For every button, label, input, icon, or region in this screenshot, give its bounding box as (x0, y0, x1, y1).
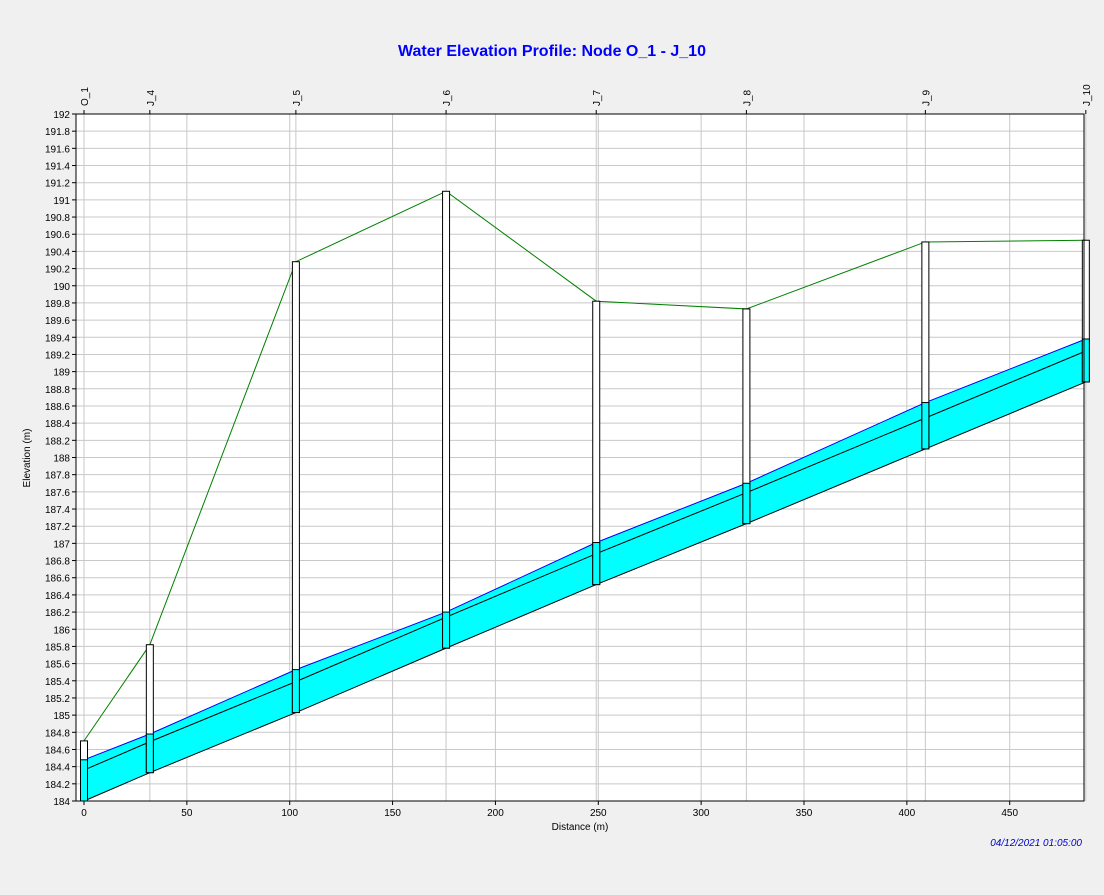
node-shaft (442, 190, 451, 649)
y-tick-label: 188 (53, 454, 70, 465)
y-tick-label: 186.8 (45, 557, 70, 568)
y-tick-label: 185.2 (45, 694, 70, 705)
y-tick-label: 190.8 (45, 213, 70, 224)
y-tick-label: 187.6 (45, 488, 70, 499)
y-tick-label: 186 (53, 625, 70, 636)
y-tick-label: 190.6 (45, 230, 70, 241)
axes-layer: 184 184.2 184.4 184.6 184.8 185 185.2 185.4 185.… (45, 84, 1093, 819)
y-tick-label: 191 (53, 196, 70, 207)
node-label: J_6 (442, 89, 453, 106)
y-tick-label: 189.6 (45, 316, 70, 327)
chart-title: Water Elevation Profile: Node O_1 - J_10 (398, 43, 706, 60)
x-tick-label: 450 (1001, 808, 1018, 819)
node-layer (80, 190, 1090, 802)
conduit-layer (83, 350, 1087, 802)
node-label: J_4 (146, 89, 157, 106)
y-tick-label: 185 (53, 711, 70, 722)
y-tick-label: 191.8 (45, 127, 70, 138)
y-tick-label: 184.2 (45, 780, 70, 791)
water-layer (83, 338, 1087, 801)
y-tick-label: 191.6 (45, 144, 70, 155)
y-tick-label: 185.4 (45, 677, 70, 688)
node-label: J_8 (742, 89, 753, 106)
node-water-fill (921, 402, 930, 450)
y-tick-label: 192 (53, 110, 70, 121)
x-tick-label: 100 (281, 808, 298, 819)
y-tick-label: 184.8 (45, 728, 70, 739)
y-tick-label: 189.4 (45, 333, 70, 344)
y-tick-label: 187 (53, 539, 70, 550)
y-tick-label: 186.4 (45, 591, 70, 602)
node-water-fill (742, 482, 751, 525)
y-tick-label: 189.2 (45, 350, 70, 361)
x-tick-label: 400 (899, 808, 916, 819)
x-tick-label: 250 (590, 808, 607, 819)
node-label: J_7 (592, 89, 603, 106)
y-tick-label: 185.6 (45, 660, 70, 671)
node-water-fill (145, 733, 154, 774)
water-surface-line (83, 338, 1087, 761)
y-tick-label: 188.8 (45, 385, 70, 396)
y-tick-label: 190.2 (45, 265, 70, 276)
y-tick-label: 184.4 (45, 763, 70, 774)
y-tick-label: 188.4 (45, 419, 70, 430)
y-tick-label: 186.2 (45, 608, 70, 619)
x-tick-label: 200 (487, 808, 504, 819)
node-label: O_1 (80, 87, 91, 106)
x-tick-label: 350 (796, 808, 813, 819)
x-tick-label: 300 (693, 808, 710, 819)
conduit-top-line (83, 350, 1087, 771)
conduit-bottom-line (83, 381, 1087, 802)
y-tick-label: 187.8 (45, 471, 70, 482)
y-tick-label: 187.2 (45, 522, 70, 533)
timestamp: 04/12/2021 01:05:00 (990, 838, 1082, 849)
y-tick-label: 188.2 (45, 436, 70, 447)
plot-border (75, 113, 1085, 802)
node-water-fill (592, 542, 601, 586)
grid-layer (76, 113, 1087, 802)
node-water-fill (1081, 338, 1090, 383)
y-tick-label: 190.4 (45, 247, 70, 258)
y-tick-label: 188.6 (45, 402, 70, 413)
y-axis-label: Elevation (m) (22, 429, 33, 488)
x-tick-label: 150 (384, 808, 401, 819)
node-label: J_9 (921, 89, 932, 106)
y-tick-label: 184 (53, 797, 70, 808)
ground-surface-line (83, 190, 1086, 742)
y-tick-label: 190 (53, 282, 70, 293)
node-water-fill (442, 611, 451, 649)
y-tick-label: 184.6 (45, 745, 70, 756)
y-tick-label: 189.8 (45, 299, 70, 310)
y-tick-label: 186.6 (45, 574, 70, 585)
x-tick-label: 50 (181, 808, 193, 819)
node-label: J_5 (292, 89, 303, 106)
node-shaft (291, 261, 300, 714)
ground-layer (83, 190, 1086, 742)
x-axis-label: Distance (m) (552, 822, 609, 833)
node-water-fill (291, 669, 300, 714)
water-area (84, 338, 1086, 801)
y-tick-label: 191.2 (45, 179, 70, 190)
x-tick-label: 0 (81, 808, 87, 819)
y-tick-label: 191.4 (45, 162, 70, 173)
y-tick-label: 185.8 (45, 642, 70, 653)
y-tick-label: 187.4 (45, 505, 70, 516)
y-tick-label: 189 (53, 368, 70, 379)
node-water-fill (80, 759, 88, 802)
node-label: J_10 (1082, 84, 1093, 106)
